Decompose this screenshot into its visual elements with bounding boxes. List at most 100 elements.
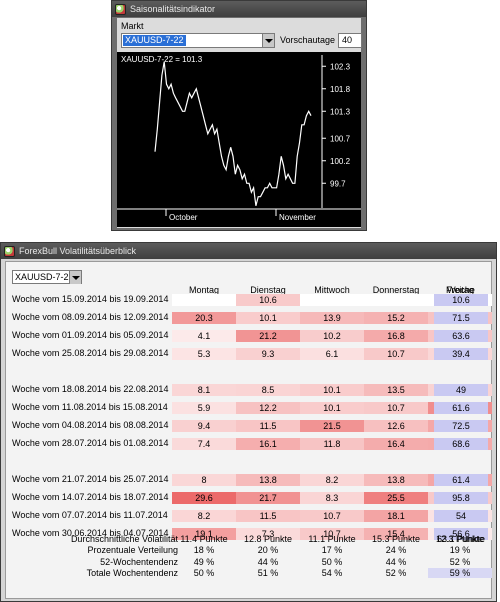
- volatility-cell: 11.8: [300, 438, 364, 450]
- week-row-label: Woche vom 08.09.2014 bis 12.09.2014: [12, 312, 169, 322]
- volatility-cell: 9.3: [236, 348, 300, 360]
- symbol-dropdown[interactable]: XAUUSD-7-22: [12, 270, 82, 284]
- series-line: [154, 61, 312, 206]
- chevron-down-icon[interactable]: [262, 34, 274, 47]
- volatility-cell: 9.4: [172, 420, 236, 432]
- y-tick-label: 102.3: [330, 62, 351, 71]
- summary-cell: 54 %: [321, 568, 343, 578]
- volatility-cell: 7.3: [236, 528, 300, 540]
- volatility-cell: 12.6: [364, 420, 428, 432]
- column-header: Freitag: [445, 285, 474, 295]
- column-header: Dienstag: [250, 285, 286, 295]
- week-row-label: Woche vom 11.08.2014 bis 15.08.2014: [12, 402, 168, 412]
- week-total-cell: 56.6: [434, 528, 488, 540]
- week-total-cell: 54: [434, 510, 488, 522]
- volatility-cell: 11.5: [236, 510, 300, 522]
- chevron-down-icon[interactable]: [69, 271, 81, 284]
- volatility-cell: 15.2: [364, 312, 428, 324]
- volatility-cell: 10.1: [300, 384, 364, 396]
- summary-cell: 12.8 Punkte: [243, 534, 293, 544]
- summary-cell: 19 %: [449, 545, 471, 555]
- volatility-cell: 10.7: [364, 348, 428, 360]
- volatility-cell: 8.2: [300, 474, 364, 486]
- volatility-cell: 16.1: [236, 438, 300, 450]
- y-tick-label: 100.2: [330, 157, 351, 166]
- vorschautage-input[interactable]: 40: [338, 33, 362, 48]
- summary-label: Durchschnittliche Volatilität: [70, 534, 178, 544]
- week-column-header: Woche: [447, 285, 475, 295]
- summary-cell: 18 %: [193, 545, 215, 555]
- week-total-cell: 61.6: [434, 402, 488, 414]
- y-tick-label: 101.3: [330, 107, 351, 116]
- window-title: ForexBull Volatilitätsüberblick: [19, 246, 137, 256]
- volatility-cell: 10.6: [236, 294, 300, 306]
- seasonality-titlebar[interactable]: Saisonalitätsindikator: [112, 1, 366, 17]
- week-row-label: Woche vom 25.08.2014 bis 29.08.2014: [12, 348, 169, 358]
- summary-cell: 49 %: [193, 557, 215, 567]
- chart-title: XAUUSD-7-22 = 101.3: [121, 55, 203, 64]
- volatility-panel: XAUUSD-7-22 Montag Dienstag Mittwoch Donner…: [5, 261, 492, 599]
- week-total-cell: 95.8: [434, 492, 488, 504]
- week-total-cell: 63.6: [434, 330, 488, 342]
- volatility-cell: 16.8: [364, 330, 428, 342]
- volatility-cell: 5.9: [172, 402, 236, 414]
- volatility-cell: 10.7: [300, 528, 364, 540]
- week-row-label: Woche vom 01.09.2014 bis 05.09.2014: [12, 330, 169, 340]
- volatility-cell: 11.5: [236, 420, 300, 432]
- volatility-cell: 10.1: [300, 402, 364, 414]
- seasonality-window: Saisonalitätsindikator Markt XAUUSD-7-22…: [111, 0, 367, 231]
- volatility-cell: 13.5: [364, 384, 428, 396]
- volatility-cell: 16.4: [364, 438, 428, 450]
- week-row-label: Woche vom 28.07.2014 bis 01.08.2014: [12, 438, 169, 448]
- chart-svg: XAUUSD-7-22 = 101.3 102.3 101.8 101.3 100.7 1…: [117, 55, 361, 222]
- week-total-cell: 49: [434, 384, 488, 396]
- volatility-cell: 21.7: [236, 492, 300, 504]
- summary-cell: 11.1 Punkte: [308, 534, 356, 544]
- volatility-cell: 15.4: [364, 528, 428, 540]
- volatility-cell: 10.7: [364, 402, 428, 414]
- volatility-cell: 4.1: [172, 330, 236, 342]
- summary-label: Totale Wochentendenz: [86, 568, 178, 578]
- volatility-cell: 29.6: [172, 492, 236, 504]
- summary-label: Prozentuale Verteilung: [87, 545, 178, 555]
- markt-label: Markt: [121, 21, 144, 31]
- app-icon: [115, 3, 126, 15]
- week-row-label: Woche vom 04.08.2014 bis 08.08.2014: [12, 420, 169, 430]
- summary-cell: 51 %: [257, 568, 279, 578]
- volatility-cell: 10.1: [236, 312, 300, 324]
- summary-cell: 50 %: [193, 568, 215, 578]
- week-row-label: Woche vom 07.07.2014 bis 11.07.2014: [12, 510, 168, 520]
- volatility-cell: 21.5: [300, 420, 364, 432]
- x-tick-label: November: [279, 213, 316, 222]
- market-dropdown[interactable]: XAUUSD-7-22: [121, 33, 275, 48]
- volatility-cell: [172, 294, 236, 306]
- market-dropdown-value: XAUUSD-7-22: [123, 35, 186, 46]
- volatility-cell: 8: [172, 474, 236, 486]
- volatility-cell: [300, 294, 364, 306]
- column-header: Mittwoch: [314, 285, 350, 295]
- volatility-cell: 19.1: [172, 528, 236, 540]
- volatility-cell: 25.5: [364, 492, 428, 504]
- volatility-cell: 8.5: [236, 384, 300, 396]
- volatility-titlebar[interactable]: ForexBull Volatilitätsüberblick: [1, 243, 496, 259]
- volatility-cell: 13.8: [236, 474, 300, 486]
- summary-cell: 52 %: [385, 568, 407, 578]
- window-title: Saisonalitätsindikator: [130, 4, 216, 14]
- x-tick-label: October: [169, 213, 198, 222]
- y-tick-label: 101.8: [330, 85, 351, 94]
- week-row-label: Woche vom 18.08.2014 bis 22.08.2014: [12, 384, 169, 394]
- summary-cell: 52 %: [449, 557, 471, 567]
- volatility-cell: 13.8: [364, 474, 428, 486]
- week-total-cell: 10.6: [434, 294, 488, 306]
- volatility-cell: 8.3: [300, 492, 364, 504]
- week-row-label: Woche vom 21.07.2014 bis 25.07.2014: [12, 474, 169, 484]
- volatility-cell: 12.2: [236, 402, 300, 414]
- volatility-cell: 5.3: [172, 348, 236, 360]
- summary-label: 52-Wochentendenz: [100, 557, 178, 567]
- column-header: Donnerstag: [372, 285, 420, 295]
- symbol-dropdown-value: XAUUSD-7-22: [15, 272, 74, 282]
- summary-cell: 20 %: [257, 545, 279, 555]
- summary-cell: 15.3 Punkte: [371, 534, 421, 544]
- week-total-cell: 68.6: [434, 438, 488, 450]
- volatility-cell: 8.1: [172, 384, 236, 396]
